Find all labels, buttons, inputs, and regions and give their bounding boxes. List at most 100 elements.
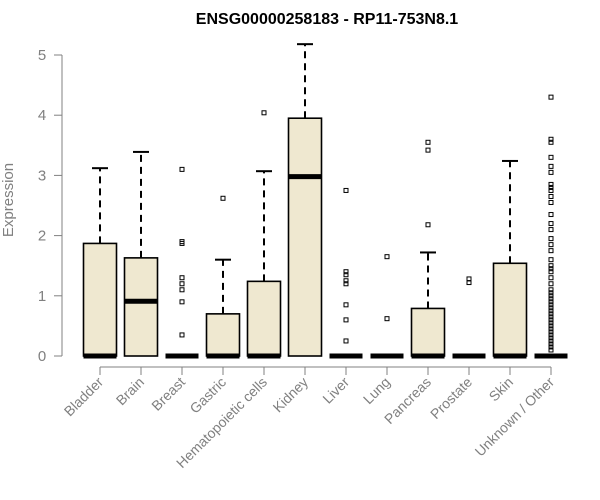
outlier-2-5: [179, 287, 185, 293]
outlier-11-5: [548, 169, 554, 175]
outlier-6-6: [343, 317, 349, 323]
box-1: [123, 150, 159, 357]
outlier-11-23: [548, 287, 554, 293]
y-axis-label: Expression: [0, 163, 17, 237]
outlier-11-29: [548, 305, 554, 311]
outlier-11-39: [548, 335, 554, 341]
outlier-11-35: [548, 323, 554, 329]
box-rect-10: [492, 262, 528, 357]
outlier-11-38: [548, 332, 554, 338]
y-tick-label-0: 0: [38, 348, 46, 365]
outlier-6-2: [343, 272, 349, 278]
box-2: [165, 166, 199, 359]
outlier-11-7: [548, 184, 554, 190]
box-5: [287, 43, 323, 357]
outlier-2-4: [179, 281, 185, 287]
outlier-4-0: [261, 110, 267, 116]
outlier-6-5: [343, 302, 349, 308]
outlier-11-6: [548, 181, 554, 187]
outlier-11-42: [548, 344, 554, 350]
outlier-2-2: [179, 240, 185, 246]
outlier-11-10: [548, 199, 554, 205]
outlier-8-0: [425, 139, 431, 145]
outlier-7-1: [384, 316, 390, 322]
outlier-8-2: [425, 222, 431, 228]
outlier-11-15: [548, 242, 554, 248]
outlier-11-4: [548, 163, 554, 169]
box-6: [329, 187, 363, 359]
box-rect-4: [246, 280, 282, 357]
box-11: [534, 94, 568, 359]
box-rect-8: [410, 307, 446, 357]
y-tick-label-1: 1: [38, 288, 46, 305]
y-tick-label-3: 3: [38, 167, 46, 184]
outlier-11-18: [548, 263, 554, 269]
outlier-11-3: [548, 154, 554, 160]
outlier-11-26: [548, 296, 554, 302]
outlier-11-16: [548, 248, 554, 254]
outlier-2-0: [179, 166, 185, 172]
outlier-11-12: [548, 221, 554, 227]
outlier-6-3: [343, 278, 349, 284]
box-rect-1: [123, 257, 159, 357]
category-label-10: Skin: [486, 374, 517, 405]
outlier-3-0: [220, 195, 226, 201]
outlier-11-21: [548, 275, 554, 281]
outlier-11-40: [548, 338, 554, 344]
category-label-0: Bladder: [61, 374, 107, 420]
outlier-7-0: [384, 254, 390, 260]
outlier-11-17: [548, 257, 554, 263]
outlier-11-1: [548, 136, 554, 142]
outlier-11-8: [548, 187, 554, 193]
category-label-6: Liver: [319, 374, 352, 407]
box-3: [205, 195, 241, 359]
outlier-6-7: [343, 338, 349, 344]
outlier-11-30: [548, 308, 554, 314]
outlier-11-37: [548, 329, 554, 335]
category-label-5: Kidney: [270, 374, 312, 416]
box-9: [452, 276, 486, 359]
y-tick-label-5: 5: [38, 47, 46, 64]
outlier-11-43: [548, 347, 554, 353]
outlier-11-24: [548, 290, 554, 296]
box-7: [370, 254, 404, 359]
category-label-7: Lung: [360, 374, 393, 407]
box-rect-5: [287, 117, 323, 357]
box-0: [82, 167, 118, 359]
box-4: [246, 110, 282, 359]
outlier-2-7: [179, 332, 185, 338]
outlier-11-14: [548, 236, 554, 242]
plot-area: [82, 43, 568, 359]
y-axis: 0 1 2 3 4 5: [38, 47, 63, 365]
outlier-11-2: [548, 139, 554, 145]
outlier-11-33: [548, 317, 554, 323]
box-rect-0: [82, 242, 118, 357]
outlier-2-3: [179, 275, 185, 281]
outlier-11-22: [548, 281, 554, 287]
outlier-11-9: [548, 193, 554, 199]
chart-title: ENSG00000258183 - RP11-753N8.1: [196, 11, 459, 28]
outlier-6-0: [343, 187, 349, 193]
outlier-11-34: [548, 320, 554, 326]
outlier-9-1: [466, 280, 472, 286]
outlier-11-20: [548, 269, 554, 275]
outlier-11-19: [548, 266, 554, 272]
category-label-2: Breast: [148, 374, 188, 414]
outlier-11-11: [548, 212, 554, 218]
outlier-11-27: [548, 299, 554, 305]
outlier-8-1: [425, 147, 431, 153]
y-tick-label-4: 4: [38, 107, 46, 124]
y-tick-label-2: 2: [38, 228, 46, 245]
outlier-11-28: [548, 302, 554, 308]
box-rect-3: [205, 313, 241, 357]
outlier-2-6: [179, 299, 185, 305]
outlier-11-25: [548, 293, 554, 299]
box-10: [492, 159, 528, 359]
box-8: [410, 139, 446, 359]
outlier-11-32: [548, 314, 554, 320]
outlier-11-13: [548, 227, 554, 233]
outlier-6-1: [343, 269, 349, 275]
outlier-11-36: [548, 326, 554, 332]
